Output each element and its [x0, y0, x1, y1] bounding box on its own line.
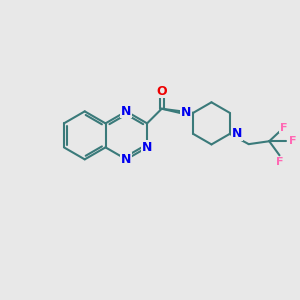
Text: N: N	[232, 128, 242, 140]
Text: N: N	[181, 106, 191, 119]
Text: N: N	[121, 105, 131, 118]
Text: F: F	[276, 157, 283, 167]
Text: N: N	[142, 141, 152, 154]
Text: F: F	[289, 136, 297, 146]
Text: F: F	[280, 123, 287, 133]
Text: O: O	[156, 85, 167, 98]
Text: N: N	[121, 153, 131, 166]
